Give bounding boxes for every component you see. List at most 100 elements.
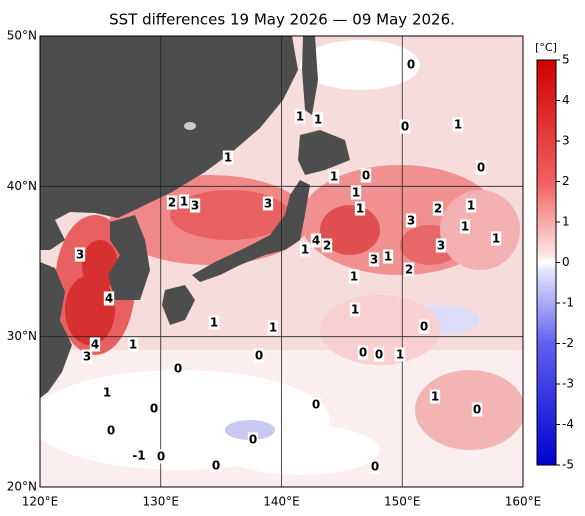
- contour-label: 2: [323, 239, 331, 253]
- contour-label: 2: [434, 202, 442, 216]
- map-title: SST differences 19 May 2026 — 09 May 202…: [109, 11, 455, 29]
- contour-label-bg: [74, 247, 86, 262]
- contour-label: 3: [437, 239, 445, 253]
- contour-label-bg: [166, 195, 178, 210]
- map-frame: [39, 35, 524, 488]
- contour-label-bg: [247, 432, 259, 447]
- contour-label: 1: [269, 321, 277, 335]
- contour-label: 3: [264, 197, 272, 211]
- lon-label: 120°E: [22, 495, 59, 509]
- contour-label-bg: [131, 448, 147, 463]
- contour-label-bg: [382, 249, 394, 264]
- contour-label-bg: [403, 262, 415, 277]
- contour-label: 0: [107, 424, 115, 438]
- contour-label-bg: [267, 320, 279, 335]
- contour-label-bg: [475, 160, 487, 175]
- contour-label-bg: [210, 458, 222, 473]
- sst-field: [40, 36, 523, 487]
- contour-label-bg: [101, 385, 113, 400]
- contour-label: 1: [492, 232, 500, 246]
- contour-label-bg: [253, 348, 265, 363]
- contour-label: 0: [150, 402, 158, 416]
- contour-label-bg: [312, 112, 324, 127]
- colorbar: [536, 59, 557, 466]
- colorbar-tick-label: 4: [562, 93, 570, 107]
- colorbar-tick-label: 2: [562, 174, 570, 188]
- contour-label: 4: [105, 292, 113, 306]
- contour-label-bg: [89, 337, 101, 352]
- contour-label: 1: [351, 303, 359, 317]
- colorbar-tick-label: -1: [562, 296, 574, 310]
- contour-label-bg: [465, 198, 477, 213]
- contour-label-bg: [189, 198, 201, 213]
- contour-label: 0: [407, 58, 415, 72]
- contour-label: 1: [356, 202, 364, 216]
- contour-label: 1: [454, 118, 462, 132]
- contour-label: 0: [477, 161, 485, 175]
- contour-label-bg: [357, 345, 369, 360]
- contour-label: 4: [91, 338, 99, 352]
- colorbar-tick-label: -2: [562, 336, 574, 350]
- contour-label: 1: [210, 316, 218, 330]
- contour-label-bg: [103, 291, 115, 306]
- contour-label-bg: [435, 238, 447, 253]
- colorbar-tick-label: 5: [562, 53, 570, 67]
- contour-label-bg: [432, 201, 444, 216]
- contour-label: 1: [350, 270, 358, 284]
- contour-label-bg: [369, 459, 381, 474]
- contour-label-bg: [178, 194, 190, 209]
- contour-label-bg: [490, 231, 502, 246]
- contour-label: 2: [168, 196, 176, 210]
- contour-label-bg: [127, 337, 139, 352]
- contour-label: 1: [103, 386, 111, 400]
- contour-label: 1: [431, 390, 439, 404]
- contour-label-bg: [354, 201, 366, 216]
- contour-label: 0: [249, 433, 257, 447]
- contour-label: 3: [191, 199, 199, 213]
- contour-label: 1: [467, 199, 475, 213]
- contour-label-bg: [81, 349, 93, 364]
- contour-label: 0: [420, 320, 428, 334]
- contour-label: 0: [255, 349, 263, 363]
- contour-label: 3: [370, 253, 378, 267]
- contour-label-bg: [368, 252, 380, 267]
- contour-label-bg: [155, 449, 167, 464]
- contour-label: 3: [83, 350, 91, 364]
- graticule: [40, 36, 523, 487]
- contour-label: 0: [212, 459, 220, 473]
- lat-label: 30°N: [7, 329, 37, 343]
- contour-label-bg: [394, 347, 406, 362]
- lon-label: 140°E: [263, 495, 300, 509]
- contour-label-bg: [405, 57, 417, 72]
- lat-label: 50°N: [7, 29, 37, 43]
- colorbar-unit: [°C]: [535, 41, 557, 54]
- contour-label: 0: [362, 169, 370, 183]
- contour-label: 1: [296, 110, 304, 124]
- contour-label-bg: [172, 361, 184, 376]
- contour-label-bg: [222, 150, 234, 165]
- contour-label-bg: [321, 238, 333, 253]
- contour-label: 3: [407, 214, 415, 228]
- contour-label-bg: [459, 219, 471, 234]
- contour-label: 0: [375, 348, 383, 362]
- contour-label: 1: [129, 338, 137, 352]
- contour-label: 1: [352, 186, 360, 200]
- contour-label: 1: [224, 151, 232, 165]
- contour-label: 0: [371, 460, 379, 474]
- contour-label-bg: [350, 185, 362, 200]
- contour-label-bg: [399, 119, 411, 134]
- contour-label-bg: [105, 423, 117, 438]
- contour-label: 1: [330, 170, 338, 184]
- contour-label-bg: [328, 169, 340, 184]
- contour-label: 0: [359, 346, 367, 360]
- contour-label-bg: [471, 402, 483, 417]
- contour-label: 0: [157, 450, 165, 464]
- lat-label: 40°N: [7, 179, 37, 193]
- contour-label: 1: [301, 243, 309, 257]
- contour-label: 0: [473, 403, 481, 417]
- lon-label: 150°E: [384, 495, 421, 509]
- colorbar-tick-label: 3: [562, 134, 570, 148]
- lat-label: 20°N: [7, 480, 37, 494]
- contour-label-bg: [348, 269, 360, 284]
